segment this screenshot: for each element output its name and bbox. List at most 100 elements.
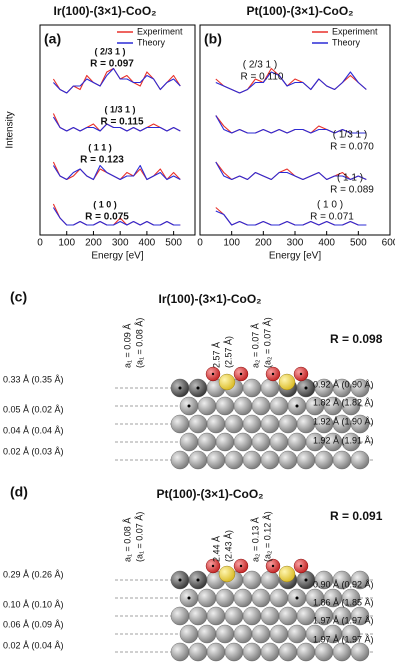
atom (260, 378, 280, 398)
atom (170, 414, 190, 434)
atom (350, 570, 370, 590)
vertical-label: a₂ = 0.13 Å (250, 517, 260, 562)
panel-label: (d) (10, 484, 28, 500)
right-label: 0.92 Å (0.90 Å) (313, 379, 374, 389)
x-axis-label: Energy [eV] (91, 251, 143, 262)
atom (170, 642, 190, 662)
atom (188, 606, 208, 626)
atom-dot (299, 564, 303, 568)
atom-dot (196, 386, 200, 390)
atom (188, 642, 208, 662)
r-factor: R = 0.089 (330, 185, 374, 196)
atom (350, 378, 370, 398)
atom-dot (239, 564, 243, 568)
beam-label: ( 1/3 1 ) (104, 104, 135, 114)
left-label: 0.05 Å (0.02 Å) (3, 404, 64, 414)
theory-curve (52, 207, 181, 226)
atom (251, 396, 271, 416)
atom (278, 606, 298, 626)
atom (215, 588, 235, 608)
atom-dot (295, 404, 299, 408)
atom (314, 450, 334, 470)
atom (350, 642, 370, 662)
chart-title: Ir(100)-(3×1)-CoO₂ (53, 4, 156, 18)
atom (179, 432, 199, 452)
theory-curve (215, 210, 367, 226)
theory-curve (52, 67, 181, 94)
right-label: 1.86 Å (1.85 Å) (313, 597, 374, 607)
atom (269, 588, 289, 608)
atom-dot (304, 386, 308, 390)
beam-label: ( 1 1 ) (88, 142, 112, 152)
vertical-label: a₁ = 0.09 Å (122, 324, 132, 368)
atom (242, 570, 262, 590)
right-label: 0.90 Å (0.92 Å) (313, 579, 374, 589)
right-label: 1.92 Å (1.90 Å) (313, 416, 374, 426)
atom (215, 396, 235, 416)
panel-label: (c) (10, 289, 27, 305)
atom (287, 624, 307, 644)
atom (260, 642, 280, 662)
atom-dot (211, 372, 215, 376)
cobalt-atom (218, 565, 236, 583)
atom (170, 450, 190, 470)
atom (332, 642, 352, 662)
atom-dot (304, 578, 308, 582)
atom (197, 624, 217, 644)
right-label: 1.92 Å (1.91 Å) (313, 435, 374, 445)
atom (233, 588, 253, 608)
x-tick-label: 300 (287, 238, 304, 249)
vertical-label: (a₁ = 0.07 Å) (134, 512, 144, 562)
atom (233, 624, 253, 644)
x-tick-label: 0 (197, 238, 203, 249)
atom (242, 642, 262, 662)
atom (278, 450, 298, 470)
x-tick-label: 300 (112, 238, 129, 249)
atom (296, 642, 316, 662)
atom-dot (295, 596, 299, 600)
chart-title: Pt(100)-(3×1)-CoO₂ (246, 4, 353, 18)
r-factor: R = 0.091 (330, 509, 383, 523)
atom (251, 432, 271, 452)
atom (242, 378, 262, 398)
beam-label: ( 1 1 ) (337, 173, 363, 184)
diagram-title: Ir(100)-(3×1)-CoO₂ (158, 292, 261, 306)
atom (269, 396, 289, 416)
atom-dot (187, 596, 191, 600)
r-factor: R = 0.071 (310, 212, 354, 223)
atom (215, 432, 235, 452)
atom (224, 642, 244, 662)
atom (332, 450, 352, 470)
atom (170, 606, 190, 626)
theory-curve (215, 71, 367, 94)
experiment-curve (52, 67, 181, 94)
atom (350, 606, 370, 626)
atom (242, 450, 262, 470)
atom (278, 414, 298, 434)
atom (278, 642, 298, 662)
atom (260, 606, 280, 626)
r-factor: R = 0.110 (241, 72, 284, 83)
r-factor: R = 0.097 (90, 59, 134, 70)
r-factor: R = 0.098 (330, 332, 383, 346)
left-label: 0.33 Å (0.35 Å) (3, 374, 64, 384)
atom (341, 588, 361, 608)
atom (350, 450, 370, 470)
atom (215, 624, 235, 644)
atom (287, 432, 307, 452)
legend-label: Experiment (137, 26, 183, 36)
right-label: 1.97 Å (1.97 Å) (313, 634, 374, 644)
left-label: 0.02 Å (0.04 Å) (3, 640, 64, 650)
atom (296, 450, 316, 470)
atom (233, 396, 253, 416)
cobalt-atom (278, 373, 296, 391)
x-tick-label: 0 (37, 238, 43, 249)
atom (206, 606, 226, 626)
r-factor: R = 0.115 (100, 117, 144, 128)
atom (260, 570, 280, 590)
x-axis-label: Energy [eV] (269, 251, 321, 262)
x-tick-label: 600 (382, 238, 395, 249)
x-tick-label: 500 (165, 238, 182, 249)
panel-label: (a) (44, 31, 61, 47)
atom-dot (196, 578, 200, 582)
